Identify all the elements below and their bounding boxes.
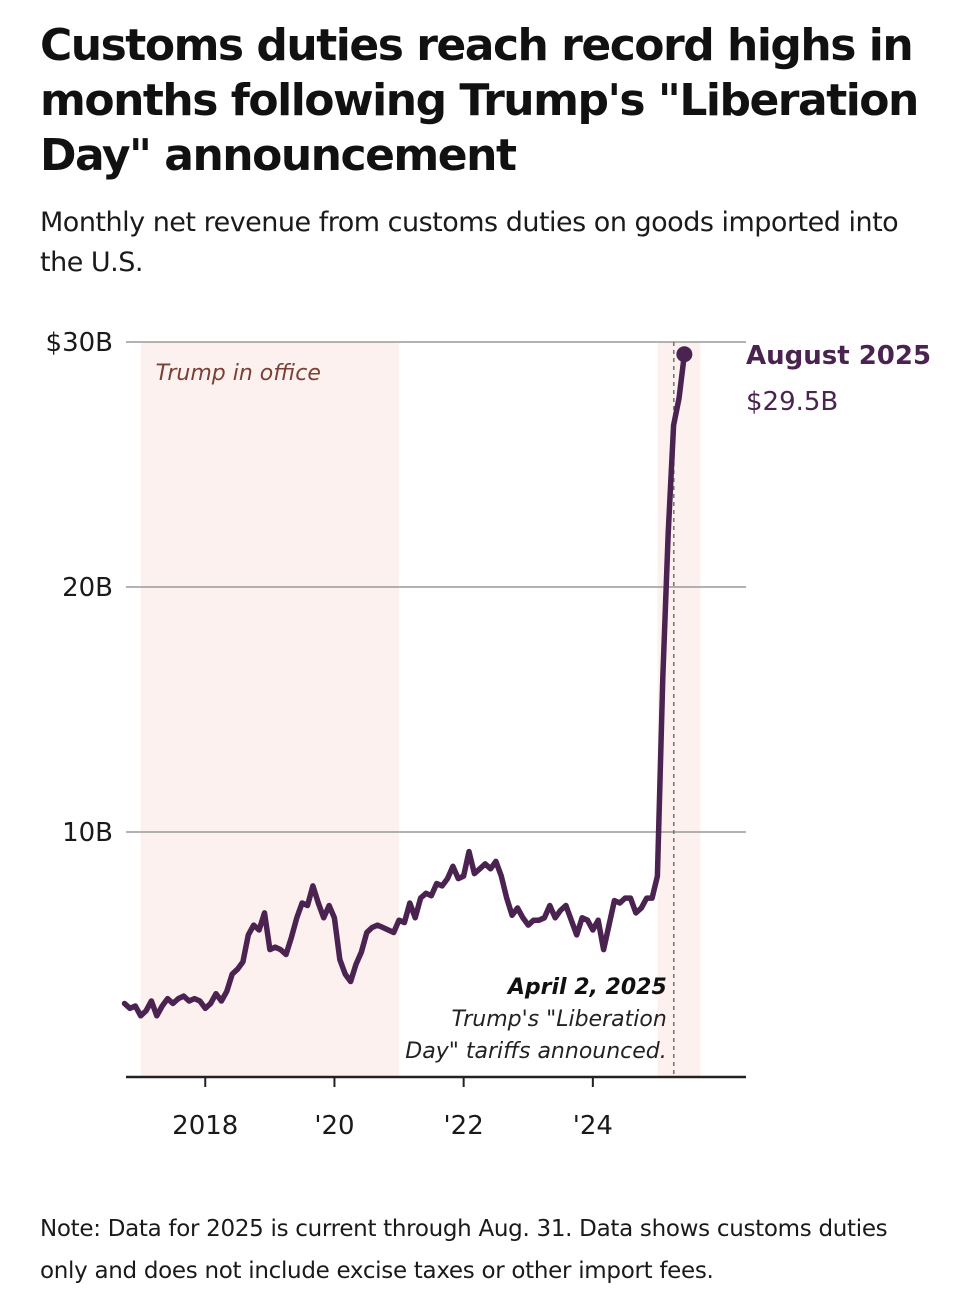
x-tick-label: '20 [314,1111,354,1141]
series-layer [121,346,693,1019]
liberation-day-annotation-date: April 2, 2025 [506,975,667,1000]
shaded-period-1 [140,342,400,1077]
shaded-period-label: Trump in office [156,361,321,386]
labels: 10B 20B $30B 2018 '20 '22 '24 August 2025 $29.5B… [46,328,932,1141]
chart-title: Customs duties reach record highs in mon… [40,20,919,181]
y-tick-label: $30B [46,328,113,358]
chart-subtitle: Monthly net revenue from customs duties … [40,207,899,278]
line-chart: Trump in office 10B 20B $30B 2018 '20 '22 '24 A… [46,328,932,1141]
chart-note: Note: Data for 2025 is current through A… [40,1216,888,1284]
y-tick-label: 10B [62,818,113,848]
series-line-customs-duties [121,351,688,1019]
axes [126,1075,746,1087]
latest-point-marker [676,346,693,363]
liberation-day-annotation-text: Trump's "Liberation [451,1007,666,1032]
x-tick-label: 2018 [172,1111,238,1141]
latest-point-label: August 2025 [746,341,931,371]
y-tick-label: 20B [62,573,113,603]
x-tick-label: '22 [444,1111,484,1141]
gridlines [126,341,746,833]
x-tick-label: '24 [573,1111,613,1141]
latest-point-value: $29.5B [746,387,838,417]
shaded-periods: Trump in office [140,342,701,1077]
liberation-day-annotation-text: Day" tariffs announced. [405,1039,666,1064]
